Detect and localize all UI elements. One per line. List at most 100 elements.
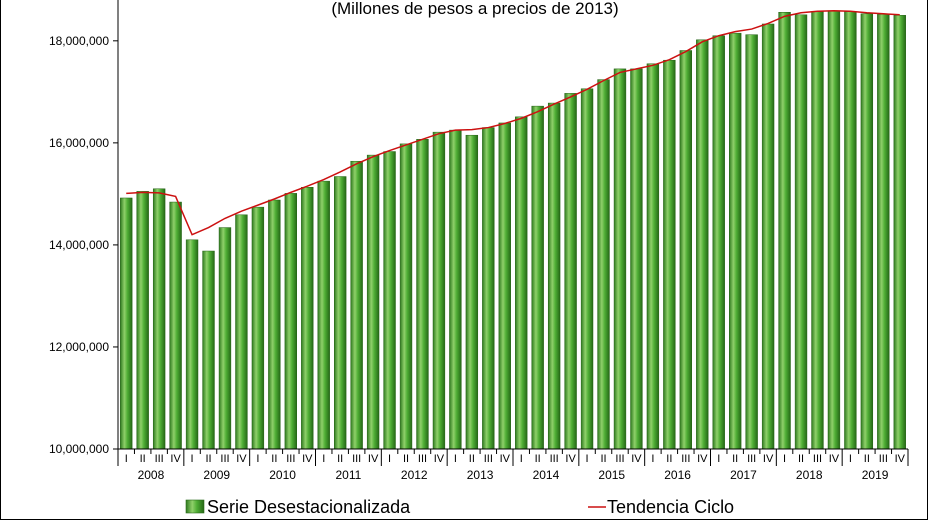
quarter-label: IV: [170, 453, 181, 465]
y-axis: 10,000,000 12,000,000 14,000,000 16,000,000…: [49, 0, 119, 456]
bar: [301, 187, 314, 450]
quarter-label: III: [747, 453, 756, 465]
bar: [366, 154, 380, 450]
bar: [432, 131, 446, 450]
quarter-label: II: [337, 453, 343, 465]
legend: Serie Desestacionalizada Tendencia Ciclo: [185, 497, 734, 517]
bar: [712, 35, 725, 450]
year-label: 2015: [598, 468, 625, 482]
y-tick-label: 16,000,000: [49, 136, 109, 150]
quarter-label: IV: [565, 453, 576, 465]
quarter-label: I: [191, 453, 194, 465]
quarter-label: I: [388, 453, 391, 465]
quarter-label: I: [256, 453, 259, 465]
quarter-label: III: [550, 453, 559, 465]
bar: [679, 50, 692, 450]
quarter-label: II: [140, 453, 146, 465]
y-tick-label: 10,000,000: [49, 442, 109, 456]
bar: [580, 88, 594, 450]
bar: [251, 206, 265, 450]
bar: [515, 116, 528, 450]
bar: [449, 129, 462, 450]
bar: [235, 214, 248, 450]
quarter-label: III: [615, 453, 624, 465]
bar: [547, 102, 561, 450]
quarter-label: III: [220, 453, 229, 465]
bar: [761, 23, 775, 450]
year-label: 2013: [467, 468, 494, 482]
chart-subtitle: (Millones de pesos a precios de 2013): [331, 0, 618, 18]
year-label: 2016: [664, 468, 691, 482]
quarter-label: II: [535, 453, 541, 465]
quarter-label: II: [798, 453, 804, 465]
bar: [334, 176, 347, 450]
bar: [317, 180, 330, 450]
quarter-label: II: [732, 453, 738, 465]
bar: [893, 15, 906, 450]
quarter-label: I: [454, 453, 457, 465]
bar: [729, 32, 742, 450]
bar: [646, 63, 660, 450]
bar: [202, 250, 215, 450]
quarter-label: I: [651, 453, 654, 465]
bar: [564, 93, 577, 450]
bar: [498, 122, 511, 450]
bar: [482, 127, 495, 450]
bar: [630, 68, 643, 450]
y-tick-label: 18,000,000: [49, 34, 109, 48]
year-label: 2008: [138, 468, 165, 482]
quarter-label: IV: [500, 453, 511, 465]
bar: [284, 193, 297, 450]
quarter-label: IV: [829, 453, 840, 465]
bar: [860, 13, 874, 450]
bar: [811, 11, 824, 450]
year-label: 2017: [730, 468, 757, 482]
bar: [136, 191, 149, 450]
bar: [531, 105, 544, 450]
quarter-label: I: [520, 453, 523, 465]
quarter-label: II: [864, 453, 870, 465]
year-label: 2011: [336, 468, 362, 482]
quarter-label: II: [403, 453, 409, 465]
quarter-label: I: [849, 453, 852, 465]
quarter-label: I: [125, 453, 128, 465]
bar: [399, 143, 413, 450]
bar: [185, 239, 199, 450]
bar: [597, 79, 610, 450]
quarter-label: IV: [236, 453, 247, 465]
bar: [663, 59, 676, 450]
bar: [268, 199, 281, 450]
quarter-label: I: [783, 453, 786, 465]
quarter-label: IV: [434, 453, 445, 465]
quarter-label: III: [286, 453, 295, 465]
legend-label-bars: Serie Desestacionalizada: [207, 497, 411, 517]
bar: [613, 68, 627, 450]
quarter-label: II: [469, 453, 475, 465]
quarter-label: III: [418, 453, 427, 465]
quarter-label: IV: [697, 453, 708, 465]
year-label: 2010: [269, 468, 296, 482]
y-tick-label: 12,000,000: [49, 340, 109, 354]
quarter-label: IV: [763, 453, 774, 465]
bar: [383, 151, 396, 450]
year-label: 2018: [796, 468, 823, 482]
bar: [152, 188, 166, 450]
quarter-label: III: [484, 453, 493, 465]
bar: [844, 11, 857, 450]
bar: [169, 201, 182, 450]
year-label: 2019: [862, 468, 889, 482]
quarter-label: I: [322, 453, 325, 465]
quarter-label: III: [352, 453, 361, 465]
bar: [465, 134, 479, 450]
quarter-label: IV: [895, 453, 906, 465]
quarter-label: III: [879, 453, 888, 465]
bar: [745, 34, 758, 450]
bar: [218, 227, 232, 450]
bar: [416, 139, 429, 450]
quarter-label: II: [600, 453, 606, 465]
x-axis: I II III IV I II III IV I II III IV I II III IV I II III IV…: [117, 448, 909, 482]
quarter-label: III: [155, 453, 164, 465]
bar: [827, 10, 841, 450]
bar: [696, 39, 709, 450]
